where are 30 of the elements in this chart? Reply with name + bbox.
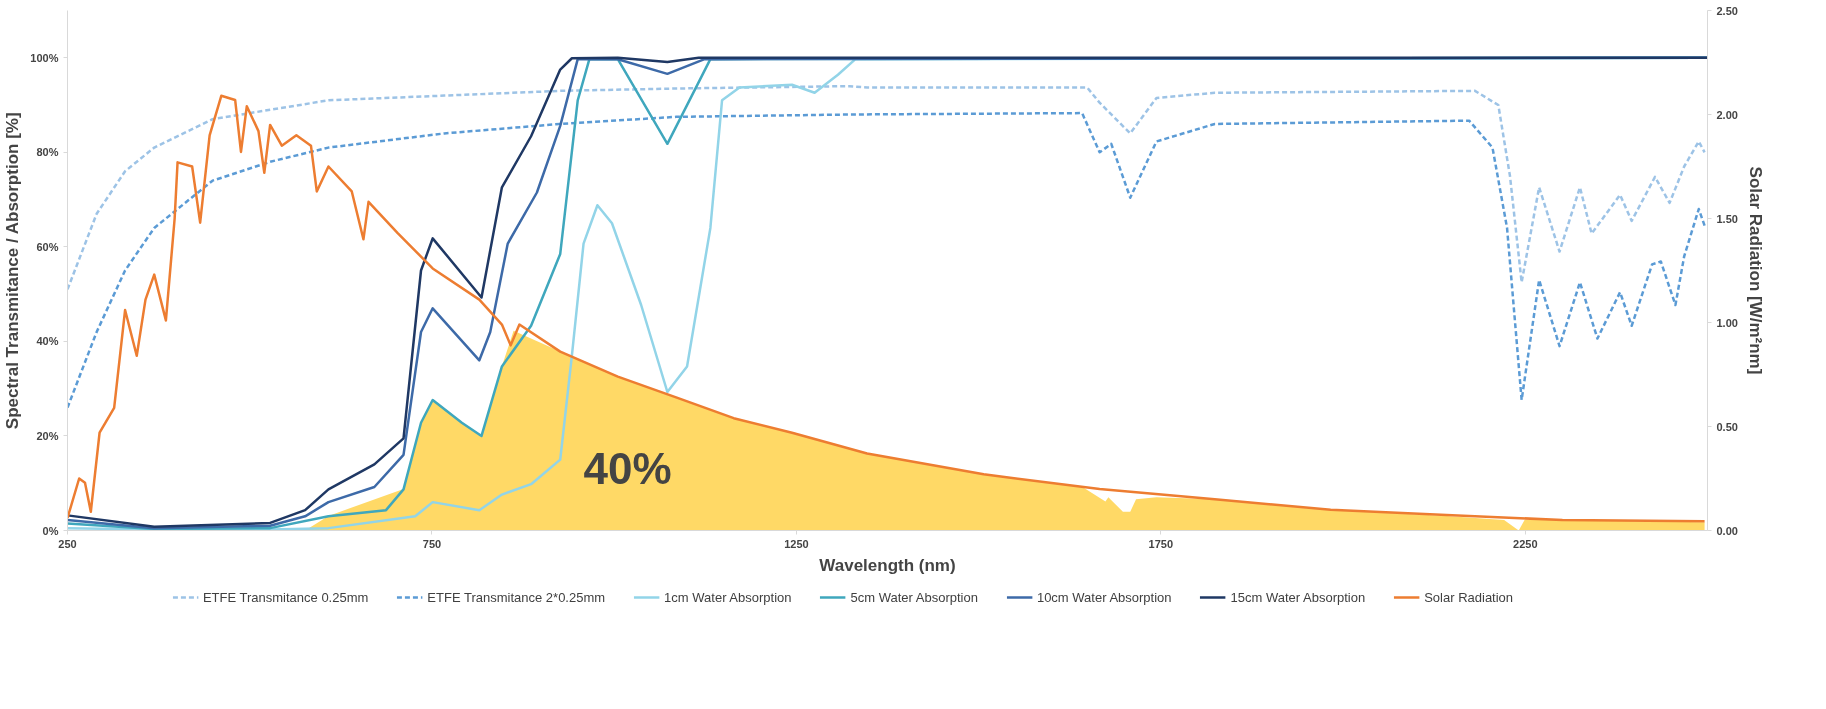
y2-tick-label: 0.50 xyxy=(1716,420,1738,433)
x-tick-label: 1750 xyxy=(1148,537,1174,550)
x-tick-label: 250 xyxy=(58,537,77,550)
line-series xyxy=(67,84,1706,291)
y-tick-label: 100% xyxy=(30,51,59,64)
y-tick-label: 20% xyxy=(36,429,59,442)
x-tick-label: 2250 xyxy=(1513,537,1538,550)
y2-axis-title: Solar Radiation [W/m²nm] xyxy=(1745,166,1765,375)
y2-tick-label: 2.50 xyxy=(1716,4,1738,17)
y-tick-label: 40% xyxy=(36,335,59,348)
y-axis-title: Spectral Transmitance / Absorption [%] xyxy=(3,112,23,430)
y2-tick-label: 2.00 xyxy=(1716,108,1738,121)
x-tick-label: 1250 xyxy=(784,537,809,550)
legend-label: 1cm Water Absorption xyxy=(664,589,792,605)
y-tick-label: 0% xyxy=(42,524,59,537)
legend-label: 5cm Water Absorption xyxy=(850,589,978,605)
line-series xyxy=(67,111,1706,409)
legend-label: Solar Radiation xyxy=(1424,589,1514,605)
y-tick-label: 80% xyxy=(36,146,59,159)
x-axis-title: Wavelength (nm) xyxy=(819,555,956,575)
x-tick-label: 750 xyxy=(422,537,442,550)
legend-label: 15cm Water Absorption xyxy=(1230,589,1366,605)
y-tick-label: 60% xyxy=(36,240,59,253)
legend-label: 10cm Water Absorption xyxy=(1036,589,1172,605)
legend-label: ETFE Transmitance 2*0.25mm xyxy=(427,589,606,605)
y2-tick-label: 0.00 xyxy=(1716,524,1738,537)
y2-tick-label: 1.00 xyxy=(1716,316,1738,329)
annotation: 40% xyxy=(583,444,672,493)
y2-tick-label: 1.50 xyxy=(1716,212,1738,225)
legend-label: ETFE Transmitance 0.25mm xyxy=(202,589,369,605)
